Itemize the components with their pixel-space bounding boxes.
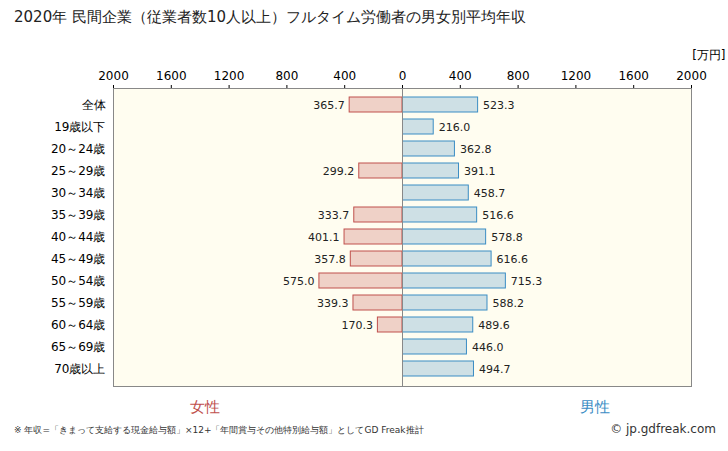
html-text:※ 年収=「きまって支給する現金給与額」×12+「年間賞与そ: ※ 年収=「きまって支給する現金給与額」×12+「年間賞与その他特別給与額」とし… [14, 425, 424, 435]
svg-text:全体: 全体 [82, 98, 106, 112]
svg-text:357.8: 357.8 [314, 253, 346, 266]
svg-text:458.7: 458.7 [474, 187, 506, 200]
svg-text:1600: 1600 [156, 69, 187, 83]
svg-text:715.3: 715.3 [511, 275, 543, 288]
svg-text:523.3: 523.3 [483, 99, 514, 112]
svg-text:588.2: 588.2 [492, 297, 523, 310]
svg-text:2000: 2000 [676, 69, 707, 83]
svg-text:2000: 2000 [98, 69, 129, 83]
svg-text:616.6: 616.6 [497, 253, 529, 266]
svg-text:70歳以上: 70歳以上 [54, 362, 105, 376]
svg-text:65～69歳: 65～69歳 [51, 340, 106, 354]
svg-text:60～64歳: 60～64歳 [51, 318, 106, 332]
svg-text:391.1: 391.1 [464, 165, 496, 178]
svg-text:55～59歳: 55～59歳 [51, 296, 106, 310]
html-text:© jp.gdfreak.com: © jp.gdfreak.com [610, 422, 716, 436]
svg-text:170.3: 170.3 [341, 319, 373, 332]
html-text:2020年 民間企業（従業者数10人以上）フルタイム労働者の: 2020年 民間企業（従業者数10人以上）フルタイム労働者の男女別平均年収 [14, 8, 526, 26]
svg-text:575.0: 575.0 [283, 275, 315, 288]
svg-text:45～49歳: 45～49歳 [51, 252, 106, 266]
svg-text:362.8: 362.8 [460, 143, 492, 156]
svg-text:1600: 1600 [618, 69, 649, 83]
svg-text:0: 0 [399, 69, 402, 83]
svg-text:19歳以下: 19歳以下 [54, 120, 105, 134]
svg-text:25～29歳: 25～29歳 [51, 164, 106, 178]
svg-text:299.2: 299.2 [323, 165, 355, 178]
svg-text:20～24歳: 20～24歳 [51, 142, 106, 156]
svg-text:40～44歳: 40～44歳 [51, 230, 106, 244]
svg-text:400: 400 [333, 69, 356, 83]
html-text:男性: 男性 [580, 398, 610, 416]
svg-text:489.6: 489.6 [478, 319, 510, 332]
svg-text:50～54歳: 50～54歳 [51, 274, 106, 288]
svg-text:[万円]: [万円] [692, 48, 725, 62]
svg-text:516.6: 516.6 [482, 209, 514, 222]
svg-text:333.7: 333.7 [318, 209, 350, 222]
svg-text:400: 400 [449, 69, 472, 83]
svg-text:800: 800 [507, 69, 530, 83]
svg-text:1200: 1200 [561, 69, 592, 83]
svg-text:365.7: 365.7 [313, 99, 345, 112]
svg-text:216.0: 216.0 [439, 121, 471, 134]
svg-text:401.1: 401.1 [308, 231, 340, 244]
svg-text:35～39歳: 35～39歳 [51, 208, 106, 222]
svg-text:800: 800 [275, 69, 298, 83]
svg-text:0: 0 [402, 69, 406, 83]
svg-text:1200: 1200 [214, 69, 245, 83]
svg-text:578.8: 578.8 [491, 231, 523, 244]
svg-text:339.3: 339.3 [317, 297, 349, 310]
html-text:女性: 女性 [190, 398, 220, 416]
svg-text:30～34歳: 30～34歳 [51, 186, 106, 200]
svg-text:446.0: 446.0 [472, 341, 504, 354]
svg-text:494.7: 494.7 [479, 363, 511, 376]
